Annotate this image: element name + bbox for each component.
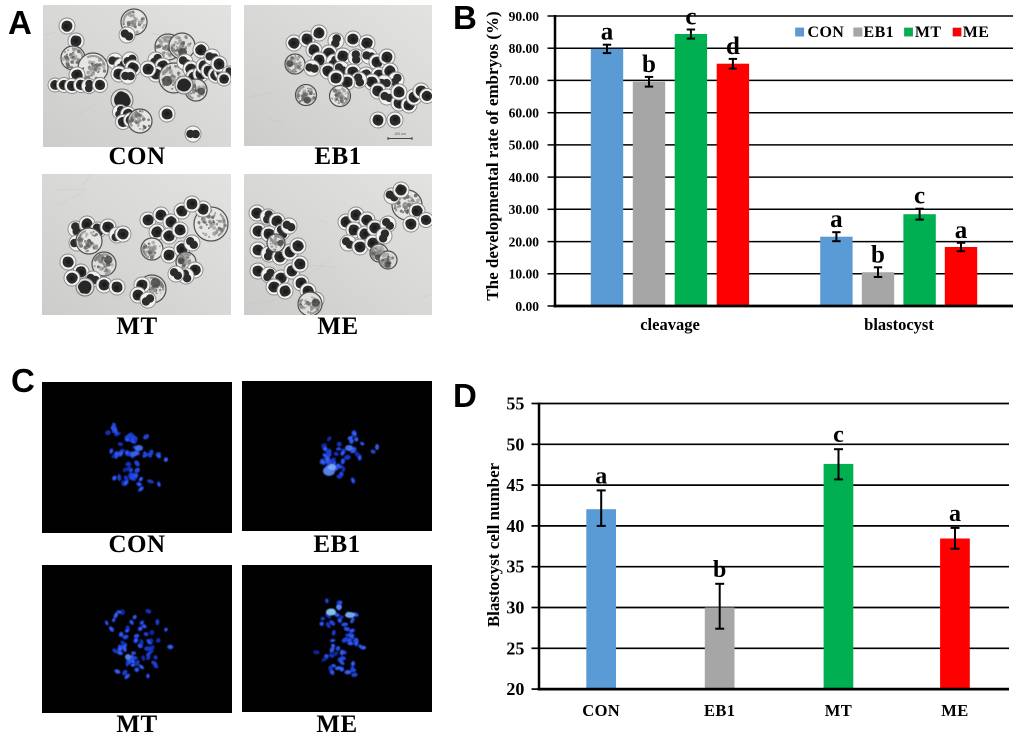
svg-text:d: d: [726, 33, 740, 60]
svg-text:b: b: [642, 51, 656, 78]
svg-text:100 um: 100 um: [394, 132, 406, 136]
svg-text:a: a: [595, 463, 607, 489]
svg-text:c: c: [685, 4, 696, 31]
svg-text:c: c: [833, 422, 844, 448]
svg-text:30: 30: [506, 598, 524, 618]
svg-text:20: 20: [506, 679, 524, 699]
svg-text:40.00: 40.00: [509, 170, 540, 185]
svg-text:cleavage: cleavage: [640, 315, 700, 334]
svg-text:CON: CON: [582, 701, 620, 720]
svg-text:30.00: 30.00: [509, 202, 540, 217]
svg-text:MT: MT: [825, 701, 852, 720]
svg-text:EB1: EB1: [704, 701, 735, 720]
svg-text:ME: ME: [963, 24, 990, 41]
svg-text:10.00: 10.00: [509, 267, 540, 282]
svg-text:45: 45: [506, 475, 524, 495]
svg-text:b: b: [713, 557, 726, 583]
svg-text:25: 25: [506, 638, 524, 658]
svg-text:a: a: [601, 19, 614, 46]
svg-text:40: 40: [506, 516, 524, 536]
svg-text:55: 55: [506, 394, 524, 414]
svg-text:c: c: [914, 183, 925, 210]
svg-text:20.00: 20.00: [509, 234, 540, 249]
svg-text:blastocyst: blastocyst: [864, 315, 934, 334]
svg-text:80.00: 80.00: [509, 41, 540, 56]
svg-text:0.00: 0.00: [515, 299, 539, 314]
svg-text:35: 35: [506, 557, 524, 577]
svg-text:a: a: [949, 501, 961, 527]
svg-text:60.00: 60.00: [509, 106, 540, 121]
svg-text:50.00: 50.00: [509, 138, 540, 153]
svg-text:b: b: [871, 241, 885, 268]
svg-text:Blastocyst cell number: Blastocyst cell number: [484, 462, 503, 627]
svg-text:EB1: EB1: [864, 24, 895, 41]
svg-text:ME: ME: [941, 701, 968, 720]
svg-text:MT: MT: [915, 24, 942, 41]
svg-text:CON: CON: [808, 24, 845, 41]
svg-text:a: a: [955, 217, 968, 244]
svg-text:The developmental rate of embr: The developmental rate of embryos (%): [483, 11, 502, 300]
svg-text:90.00: 90.00: [509, 9, 540, 24]
svg-text:50: 50: [506, 434, 524, 454]
svg-text:70.00: 70.00: [509, 73, 540, 88]
svg-text:a: a: [830, 206, 843, 233]
